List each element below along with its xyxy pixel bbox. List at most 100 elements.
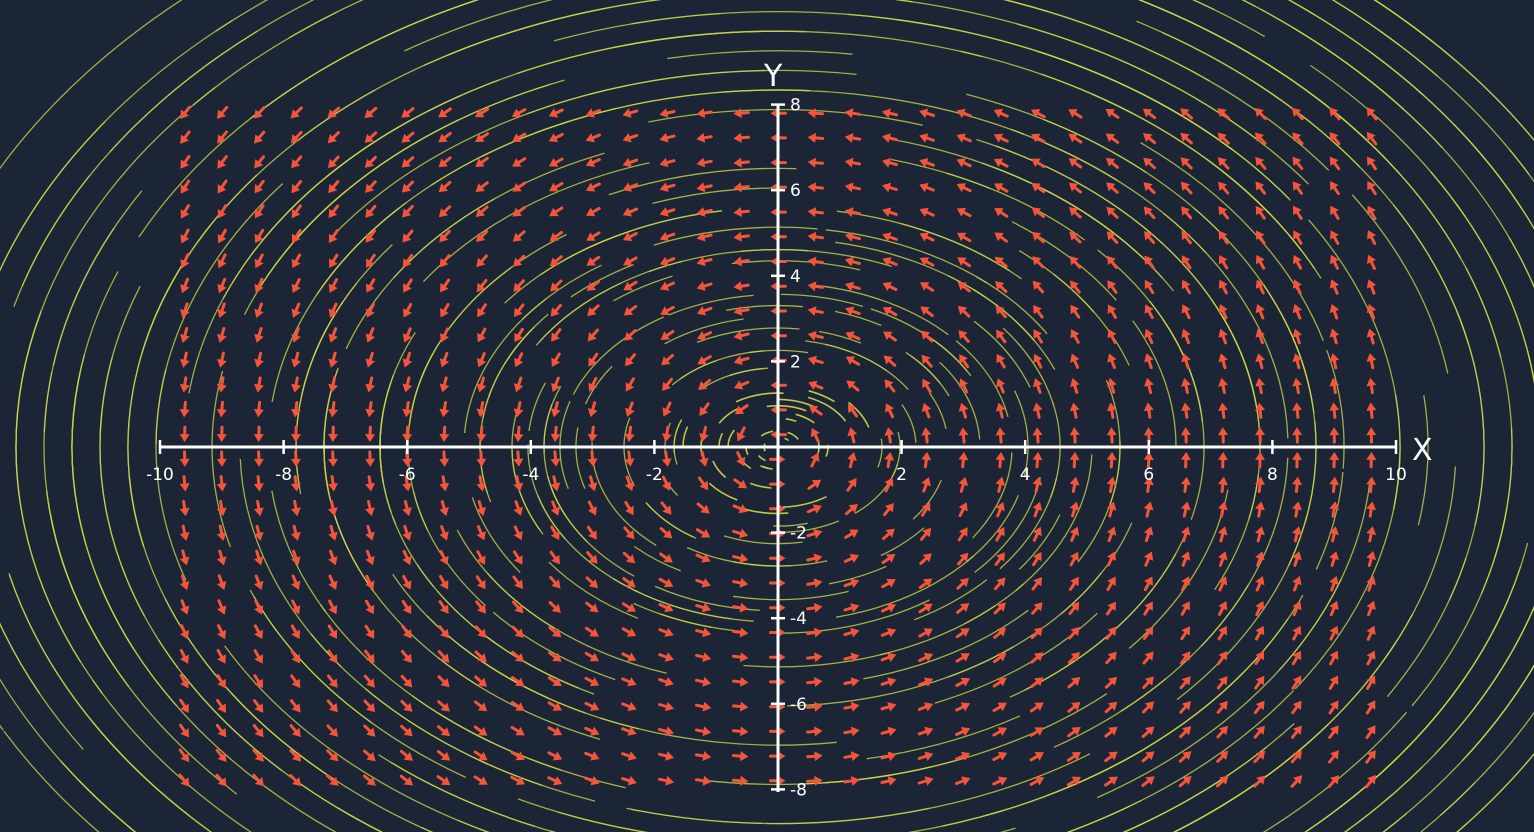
field-arrow [994, 577, 1006, 591]
field-arrow [992, 751, 1008, 761]
field-arrow [1143, 501, 1154, 518]
field-arrow [1365, 700, 1376, 715]
field-arrow [402, 425, 413, 443]
field-arrow [402, 401, 413, 418]
streamline [623, 417, 635, 487]
field-arrow [402, 475, 413, 492]
field-arrow [476, 425, 487, 443]
field-arrow [365, 180, 377, 193]
field-arrow [401, 624, 412, 639]
field-arrow [587, 450, 598, 467]
field-arrow [882, 157, 898, 168]
field-arrow [365, 401, 376, 418]
field-arrow [403, 302, 413, 318]
streamline [934, 612, 1098, 704]
streamline [559, 400, 571, 490]
field-arrow [1366, 625, 1376, 641]
field-arrow [179, 499, 190, 517]
field-arrow [475, 205, 489, 217]
field-arrow [1329, 107, 1341, 121]
streamline [298, 0, 662, 141]
field-arrow [1255, 601, 1265, 616]
field-arrow [1292, 279, 1302, 295]
field-arrow [327, 131, 340, 144]
field-arrow [732, 504, 748, 514]
field-arrow [1143, 601, 1153, 616]
field-arrow [694, 775, 712, 786]
field-arrow [328, 599, 338, 615]
field-arrow [401, 107, 415, 118]
streamline [815, 284, 949, 336]
streamline [818, 330, 862, 344]
field-arrow [217, 351, 227, 368]
field-arrow [179, 698, 189, 713]
field-arrow [806, 652, 823, 663]
field-arrow [956, 183, 972, 193]
field-arrow [1365, 775, 1376, 789]
field-arrow [1180, 476, 1191, 493]
field-arrow [1367, 156, 1377, 171]
field-arrow [696, 502, 710, 514]
streamline [1014, 390, 1029, 477]
streamline [47, 502, 116, 668]
streamline [1278, 478, 1371, 671]
field-arrow [1255, 156, 1267, 170]
field-arrow [1218, 279, 1228, 295]
field-arrow [1181, 551, 1191, 567]
field-arrow [696, 132, 713, 143]
field-arrow [1106, 501, 1117, 518]
field-arrow [1292, 377, 1303, 395]
field-arrow [474, 625, 487, 638]
field-arrow [365, 450, 376, 467]
field-arrow [437, 700, 450, 712]
field-arrow [547, 676, 562, 686]
field-arrow [587, 328, 599, 342]
field-arrow [477, 303, 487, 318]
field-arrow [400, 699, 413, 712]
streamline [780, 293, 864, 308]
field-arrow [921, 502, 931, 517]
field-arrow [806, 677, 823, 687]
field-arrow [810, 427, 820, 443]
field-arrow [402, 524, 412, 541]
x-tick-label: -4 [522, 465, 539, 485]
field-arrow [362, 774, 376, 786]
streamline [993, 166, 1143, 258]
streamline [1176, 516, 1308, 701]
field-arrow [513, 425, 524, 443]
field-arrow [363, 724, 376, 737]
field-arrow [807, 479, 822, 490]
field-arrow [844, 207, 861, 218]
field-arrow [1217, 451, 1228, 469]
field-arrow [731, 775, 749, 786]
field-arrow [514, 352, 524, 368]
field-arrow [1292, 526, 1302, 543]
field-arrow [587, 401, 598, 418]
field-arrow [1327, 775, 1340, 788]
field-arrow [1217, 108, 1230, 120]
field-arrow [1255, 476, 1265, 493]
field-arrow [326, 774, 339, 786]
streamline [1373, 0, 1421, 33]
field-arrow [1255, 255, 1266, 270]
field-arrow [437, 725, 451, 737]
field-arrow [475, 181, 489, 192]
field-arrow [621, 627, 637, 637]
field-arrow [290, 450, 301, 467]
field-arrow [1106, 427, 1117, 444]
field-arrow [1218, 206, 1229, 220]
field-arrow [806, 553, 823, 564]
field-arrow [844, 256, 861, 267]
streamline [1241, 0, 1443, 149]
field-arrow [622, 182, 639, 192]
field-arrow [254, 327, 264, 343]
field-arrow [731, 751, 749, 762]
field-arrow [955, 653, 970, 663]
field-arrow [1255, 353, 1265, 370]
field-arrow [921, 354, 933, 368]
field-arrow [475, 107, 490, 118]
field-arrow [1217, 157, 1230, 170]
streamline [1122, 746, 1268, 832]
streamline [973, 320, 1031, 388]
streamline [664, 318, 744, 345]
